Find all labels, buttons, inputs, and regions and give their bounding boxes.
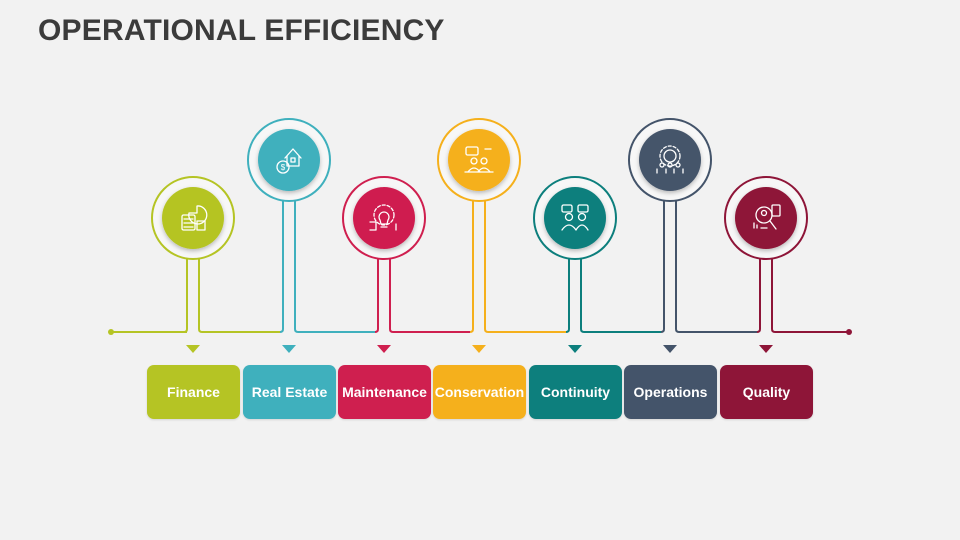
calculator-chart-icon: [181, 205, 208, 231]
gear-lightbulb-icon: [369, 204, 397, 231]
marker-triangle: [472, 345, 486, 353]
marker-triangle: [663, 345, 677, 353]
node-conservation: [437, 118, 521, 202]
node-real-estate: $: [247, 118, 331, 202]
node-quality: [724, 176, 808, 260]
meeting-chat-icon: [464, 146, 494, 173]
label-maintenance: Maintenance: [338, 365, 431, 419]
label-real-estate: Real Estate: [243, 365, 336, 419]
label-quality: Quality: [720, 365, 813, 419]
marker-triangle: [568, 345, 582, 353]
marker-triangle: [377, 345, 391, 353]
svg-text:$: $: [281, 163, 286, 172]
marker-triangle: [759, 345, 773, 353]
connector-3: [374, 256, 470, 333]
marker-triangle: [282, 345, 296, 353]
label-conservation: Conservation: [433, 365, 526, 419]
marker-triangle: [186, 345, 200, 353]
label-finance: Finance: [147, 365, 240, 419]
gear-people-icon: [656, 145, 684, 174]
house-money-icon: $: [276, 148, 302, 174]
node-operations: [628, 118, 712, 202]
connector-1: [183, 256, 280, 333]
node-maintenance: [342, 176, 426, 260]
connector-6: [660, 198, 757, 333]
node-continuity: [533, 176, 617, 260]
page-title: OPERATIONAL EFFICIENCY: [38, 14, 445, 47]
label-continuity: Continuity: [529, 365, 622, 419]
label-operations: Operations: [624, 365, 717, 419]
connector-2: [279, 198, 375, 333]
magnifier-report-icon: [753, 204, 781, 230]
node-finance: [151, 176, 235, 260]
connector-7: [756, 256, 852, 335]
team-chat-icon: [561, 204, 589, 231]
connector-4: [469, 198, 566, 333]
connector-5: [565, 256, 661, 333]
